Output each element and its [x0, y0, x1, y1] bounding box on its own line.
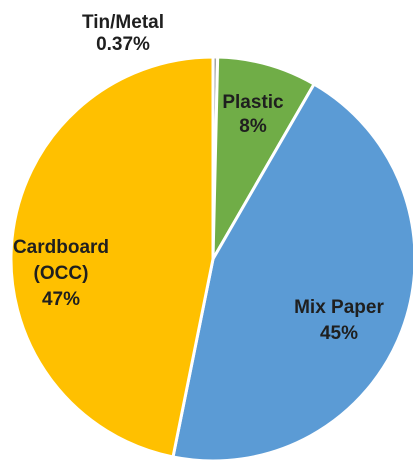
pie-label-line: (OCC): [34, 263, 89, 284]
pie-label-plastic: Plastic 8%: [222, 92, 284, 137]
pie-label-line: Plastic: [222, 92, 284, 113]
pie-labels: Tin/Metal 0.37% Plastic 8% Mix Paper 45% Cardb…: [13, 12, 385, 344]
pie-label-line: 45%: [320, 323, 358, 344]
pie-label-line: 0.37%: [96, 34, 150, 55]
pie-slices: [9, 55, 413, 462]
pie-slice-plastic: [211, 55, 316, 261]
pie-label-mix-paper: Mix Paper 45%: [294, 297, 384, 344]
pie-label-tin-metal: Tin/Metal 0.37%: [82, 12, 164, 55]
pie-slice-cardboard-occ: [9, 55, 215, 459]
pie-label-line: Cardboard: [13, 237, 109, 258]
pie-label-line: Tin/Metal: [82, 12, 164, 33]
pie-label-line: Mix Paper: [294, 297, 384, 318]
pie-label-line: 8%: [239, 116, 267, 137]
pie-label-line: 47%: [42, 289, 80, 310]
pie-slice-mix-paper: [171, 82, 413, 462]
pie-label-cardboard-occ: Cardboard (OCC) 47%: [13, 237, 109, 310]
